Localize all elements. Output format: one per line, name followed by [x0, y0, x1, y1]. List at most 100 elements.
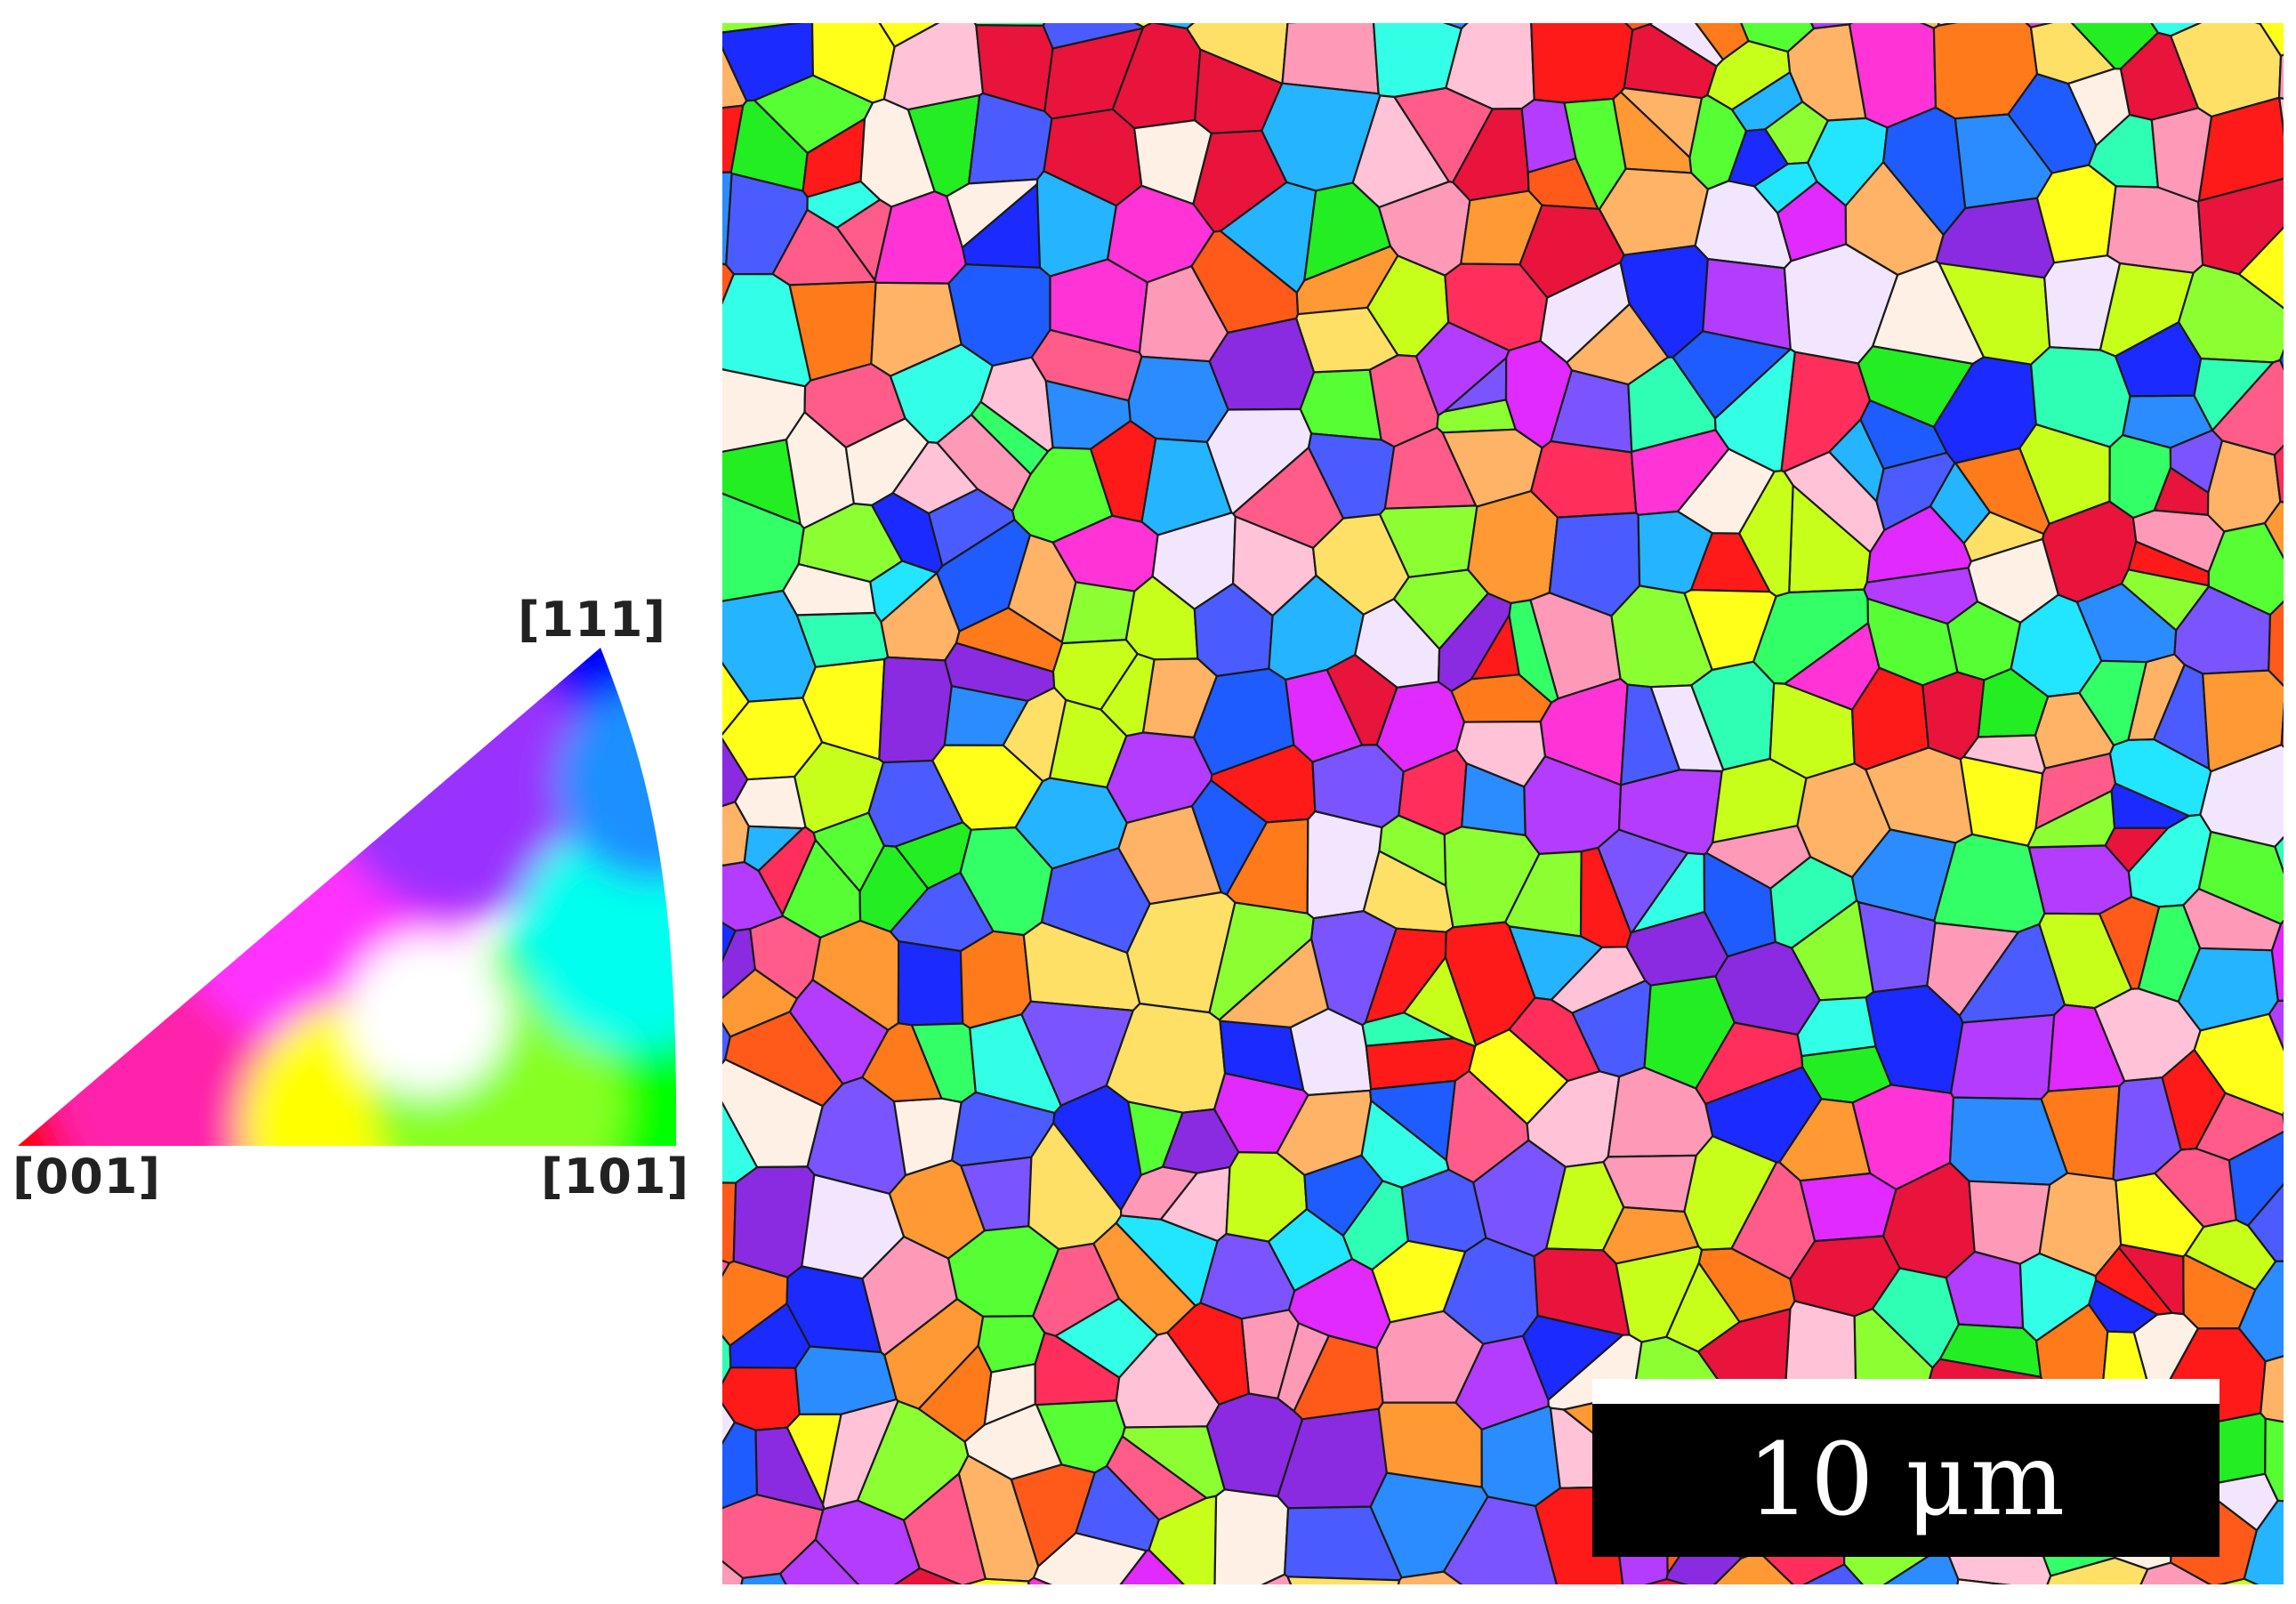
grain [1968, 1180, 2051, 1265]
grain [753, 74, 874, 155]
scale-bar-label: 10 μm [1746, 1423, 2066, 1538]
grain [893, 1567, 963, 1584]
grain [782, 562, 876, 617]
grain [2161, 1048, 2227, 1151]
grain [2217, 1577, 2260, 1584]
grain [1752, 161, 1818, 214]
grain [1075, 1464, 1160, 1552]
grain [2268, 999, 2284, 1052]
grain [2070, 23, 2159, 70]
grain [1799, 1172, 1897, 1243]
grain [861, 1021, 943, 1103]
grain [1764, 101, 1829, 165]
grain [2117, 1243, 2185, 1316]
grain [2104, 826, 2170, 874]
grain [1958, 923, 2066, 1024]
grain [1090, 420, 1157, 523]
grain [1121, 1425, 1226, 1499]
grain [1784, 622, 1881, 711]
grain [1218, 938, 1330, 1029]
grain [1341, 1180, 1409, 1271]
grain [1100, 652, 1156, 738]
grain [927, 488, 1016, 568]
grain [1504, 340, 1574, 449]
grain [2196, 177, 2284, 276]
grain [1713, 348, 1796, 473]
grain [1194, 48, 1284, 134]
grain [806, 180, 882, 230]
grain [1665, 1261, 1741, 1353]
grain [1261, 1573, 1293, 1584]
grain [1293, 1334, 1384, 1421]
grain [2282, 1110, 2284, 1124]
grain [1162, 1108, 1240, 1174]
grain [821, 1398, 899, 1511]
ebsd-orientation-map [722, 23, 2284, 1584]
grain [1967, 537, 2059, 624]
grain-map-image [722, 23, 2284, 1584]
grain [1232, 447, 1345, 550]
inverse-pole-figure-key: [111] [001] [101] [0, 0, 712, 1604]
grain [1393, 86, 1494, 183]
grain [1921, 671, 1986, 761]
grain [1796, 996, 1877, 1058]
ipf-label-101: [101] [541, 1149, 690, 1205]
grain [722, 968, 799, 1038]
grain [729, 1302, 811, 1369]
grain [1530, 23, 1634, 104]
grain [1042, 23, 1145, 50]
grain [1738, 470, 1794, 598]
grain [2182, 887, 2283, 952]
grain [1949, 1013, 2056, 1100]
grain [1286, 1576, 1401, 1584]
grain [944, 641, 1056, 702]
grain [963, 1577, 1030, 1584]
grain [1956, 1578, 2011, 1584]
grain [1397, 1570, 1463, 1584]
grain [1325, 653, 1398, 746]
grain [2108, 433, 2172, 520]
grain [878, 656, 953, 764]
grain [812, 811, 885, 893]
grain [844, 417, 930, 507]
scale-bar-line [1592, 1379, 2219, 1404]
grain [778, 1538, 860, 1584]
grain [1027, 1576, 1052, 1584]
grain [1644, 1577, 1689, 1584]
grain [1281, 23, 1380, 95]
grain [2066, 67, 2131, 147]
grain [2278, 349, 2284, 371]
grain [1437, 592, 1512, 693]
grain [1010, 1463, 1096, 1568]
grain [946, 178, 1039, 249]
grain [1295, 306, 1399, 374]
grain [743, 825, 804, 872]
grain [1455, 720, 1547, 788]
ipf-color-blob [516, 818, 677, 1050]
scale-bar: 10 μm [1592, 1379, 2219, 1557]
grain [917, 1344, 993, 1443]
grain [1705, 825, 1812, 890]
ipf-color-blob [347, 934, 507, 1094]
grain [2274, 835, 2284, 875]
grain [1267, 1207, 1354, 1293]
grain [722, 860, 785, 932]
grain [2078, 659, 2147, 746]
grain [2237, 226, 2284, 310]
grain [2139, 1561, 2212, 1584]
grain [889, 871, 995, 953]
grain [1601, 1205, 1700, 1265]
grain [2263, 500, 2284, 560]
grain [1361, 1012, 1455, 1047]
grain [897, 939, 964, 1027]
grain [1520, 98, 1577, 173]
grain [1619, 683, 1681, 786]
ipf-label-111: [111] [518, 592, 667, 648]
grain [722, 661, 750, 737]
grain [1213, 1488, 1290, 1584]
grain [1190, 779, 1269, 896]
grain [1378, 814, 1447, 887]
ipf-label-001: [001] [12, 1149, 162, 1205]
grain [1508, 996, 1601, 1083]
grain [1030, 328, 1143, 402]
